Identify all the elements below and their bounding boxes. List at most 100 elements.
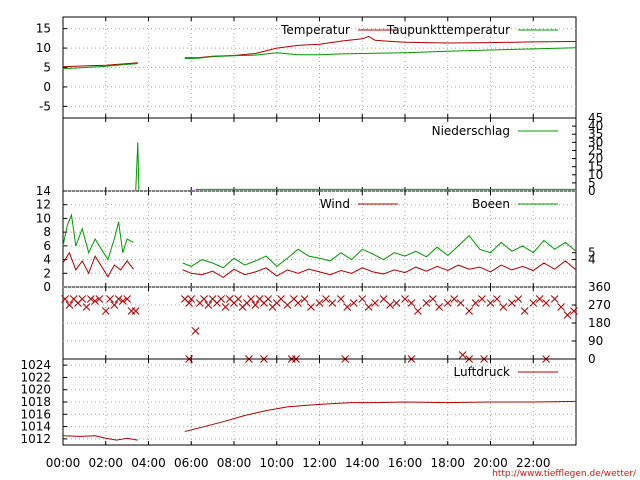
y-tick-label: 8 <box>43 225 51 239</box>
scatter-point <box>465 307 473 315</box>
legend-label: Wind <box>320 197 350 211</box>
scatter-point <box>542 299 550 307</box>
legend-label: Luftdruck <box>453 365 510 379</box>
y-tick-label: 1020 <box>20 383 51 397</box>
y-tick-label: 12 <box>36 198 51 212</box>
scatter-point <box>563 311 572 319</box>
scatter-point <box>458 351 467 359</box>
y-tick-label: -5 <box>39 99 51 113</box>
x-tick-label: 12:00 <box>302 456 337 470</box>
scatter-point <box>508 299 516 307</box>
y-tick-label: 1024 <box>20 358 51 372</box>
scatter-point <box>315 299 324 307</box>
scatter-point <box>86 295 95 303</box>
y-tick-label-right: 40 <box>588 119 603 133</box>
scatter-point <box>217 295 226 303</box>
y-tick-label: 2 <box>43 266 51 280</box>
scatter-point <box>131 307 140 315</box>
scatter-point <box>204 301 213 309</box>
scatter-point <box>514 295 523 303</box>
scatter-point <box>277 295 285 303</box>
series-line-Boeen <box>62 213 134 261</box>
y-tick-label-right: 35 <box>588 127 603 141</box>
scatter-point <box>187 295 196 303</box>
series-line-Temperatur <box>184 35 577 59</box>
scatter-point <box>486 299 495 307</box>
legend-label: Niederschlag <box>432 124 510 138</box>
y-tick-label: 1012 <box>20 432 51 446</box>
y-tick-label: 6 <box>43 239 51 253</box>
scatter-point <box>101 307 110 315</box>
scatter-point <box>471 299 480 307</box>
scatter-point <box>349 299 358 307</box>
x-tick-label: 10:00 <box>259 456 294 470</box>
scatter-point <box>422 299 431 307</box>
scatter-point <box>435 303 444 311</box>
scatter-point <box>557 303 565 311</box>
scatter-point <box>328 299 337 307</box>
scatter-point <box>200 295 208 303</box>
scatter-point <box>386 301 394 309</box>
y-tick-label-right: 0 <box>588 184 596 198</box>
x-tick-label: 22:00 <box>516 456 551 470</box>
scatter-point <box>322 295 330 303</box>
x-tick-label: 06:00 <box>174 456 209 470</box>
scatter-point <box>78 295 87 303</box>
scatter-point <box>529 299 538 307</box>
scatter-point <box>91 297 99 305</box>
scatter-point <box>307 303 315 311</box>
y-tick-label-right: 4 <box>588 253 596 267</box>
y-tick-label: 5 <box>43 61 51 75</box>
scatter-point <box>65 301 74 309</box>
scatter-point <box>550 295 559 303</box>
y-tick-label-right: 270 <box>588 298 611 312</box>
scatter-point <box>401 295 409 303</box>
y-tick-label: 15 <box>36 22 51 36</box>
y-tick-label: 4 <box>43 253 51 267</box>
series-line-Taupunkttemperatur <box>62 63 138 70</box>
scatter-point <box>337 295 345 303</box>
series-line-Boeen <box>182 234 577 269</box>
scatter-point <box>364 303 373 311</box>
scatter-point <box>358 295 367 303</box>
scatter-point <box>450 295 459 303</box>
credit-url: http://www.tiefflegen.de/wetter/ <box>492 469 637 479</box>
scatter-point <box>82 303 91 311</box>
series-line-Niederschlag <box>125 142 140 192</box>
scatter-point <box>123 295 131 303</box>
y-tick-label-right: 20 <box>588 152 603 166</box>
series-line-Taupunkttemperatur <box>184 47 577 60</box>
y-tick-label-right: 45 <box>588 111 603 125</box>
series-line-Wind <box>62 251 134 278</box>
y-tick-label: 0 <box>43 80 51 94</box>
y-tick-label-right: 25 <box>588 143 603 157</box>
y-tick-label-right: 90 <box>588 334 603 348</box>
y-tick-label: 14 <box>36 184 51 198</box>
scatter-point <box>428 295 437 303</box>
scatter-point <box>110 301 119 309</box>
y-tick-label: 10 <box>36 41 51 55</box>
y-tick-label-right: 0 <box>588 352 596 366</box>
y-tick-label: 0 <box>43 280 51 294</box>
x-tick-label: 02:00 <box>88 456 123 470</box>
x-tick-label: 20:00 <box>473 456 508 470</box>
x-tick-label: 00:00 <box>46 456 81 470</box>
y-tick-label-right: 5 <box>588 176 596 190</box>
scatter-point <box>294 299 302 307</box>
scatter-point <box>520 307 529 315</box>
scatter-point <box>106 295 114 303</box>
y-tick-label-right: 30 <box>588 135 603 149</box>
y-tick-label-right: 15 <box>588 160 603 174</box>
scatter-point <box>251 301 260 309</box>
scatter-point <box>392 299 401 307</box>
scatter-point <box>570 307 578 315</box>
scatter-point <box>493 295 501 303</box>
y-tick-label: 10 <box>36 211 51 225</box>
y-tick-label: 1016 <box>20 407 51 421</box>
y-tick-label: 1014 <box>20 420 51 434</box>
series-line-Temperatur <box>62 62 138 68</box>
scatter-point <box>343 303 352 311</box>
scatter-point <box>191 327 200 335</box>
scatter-point <box>221 303 230 311</box>
